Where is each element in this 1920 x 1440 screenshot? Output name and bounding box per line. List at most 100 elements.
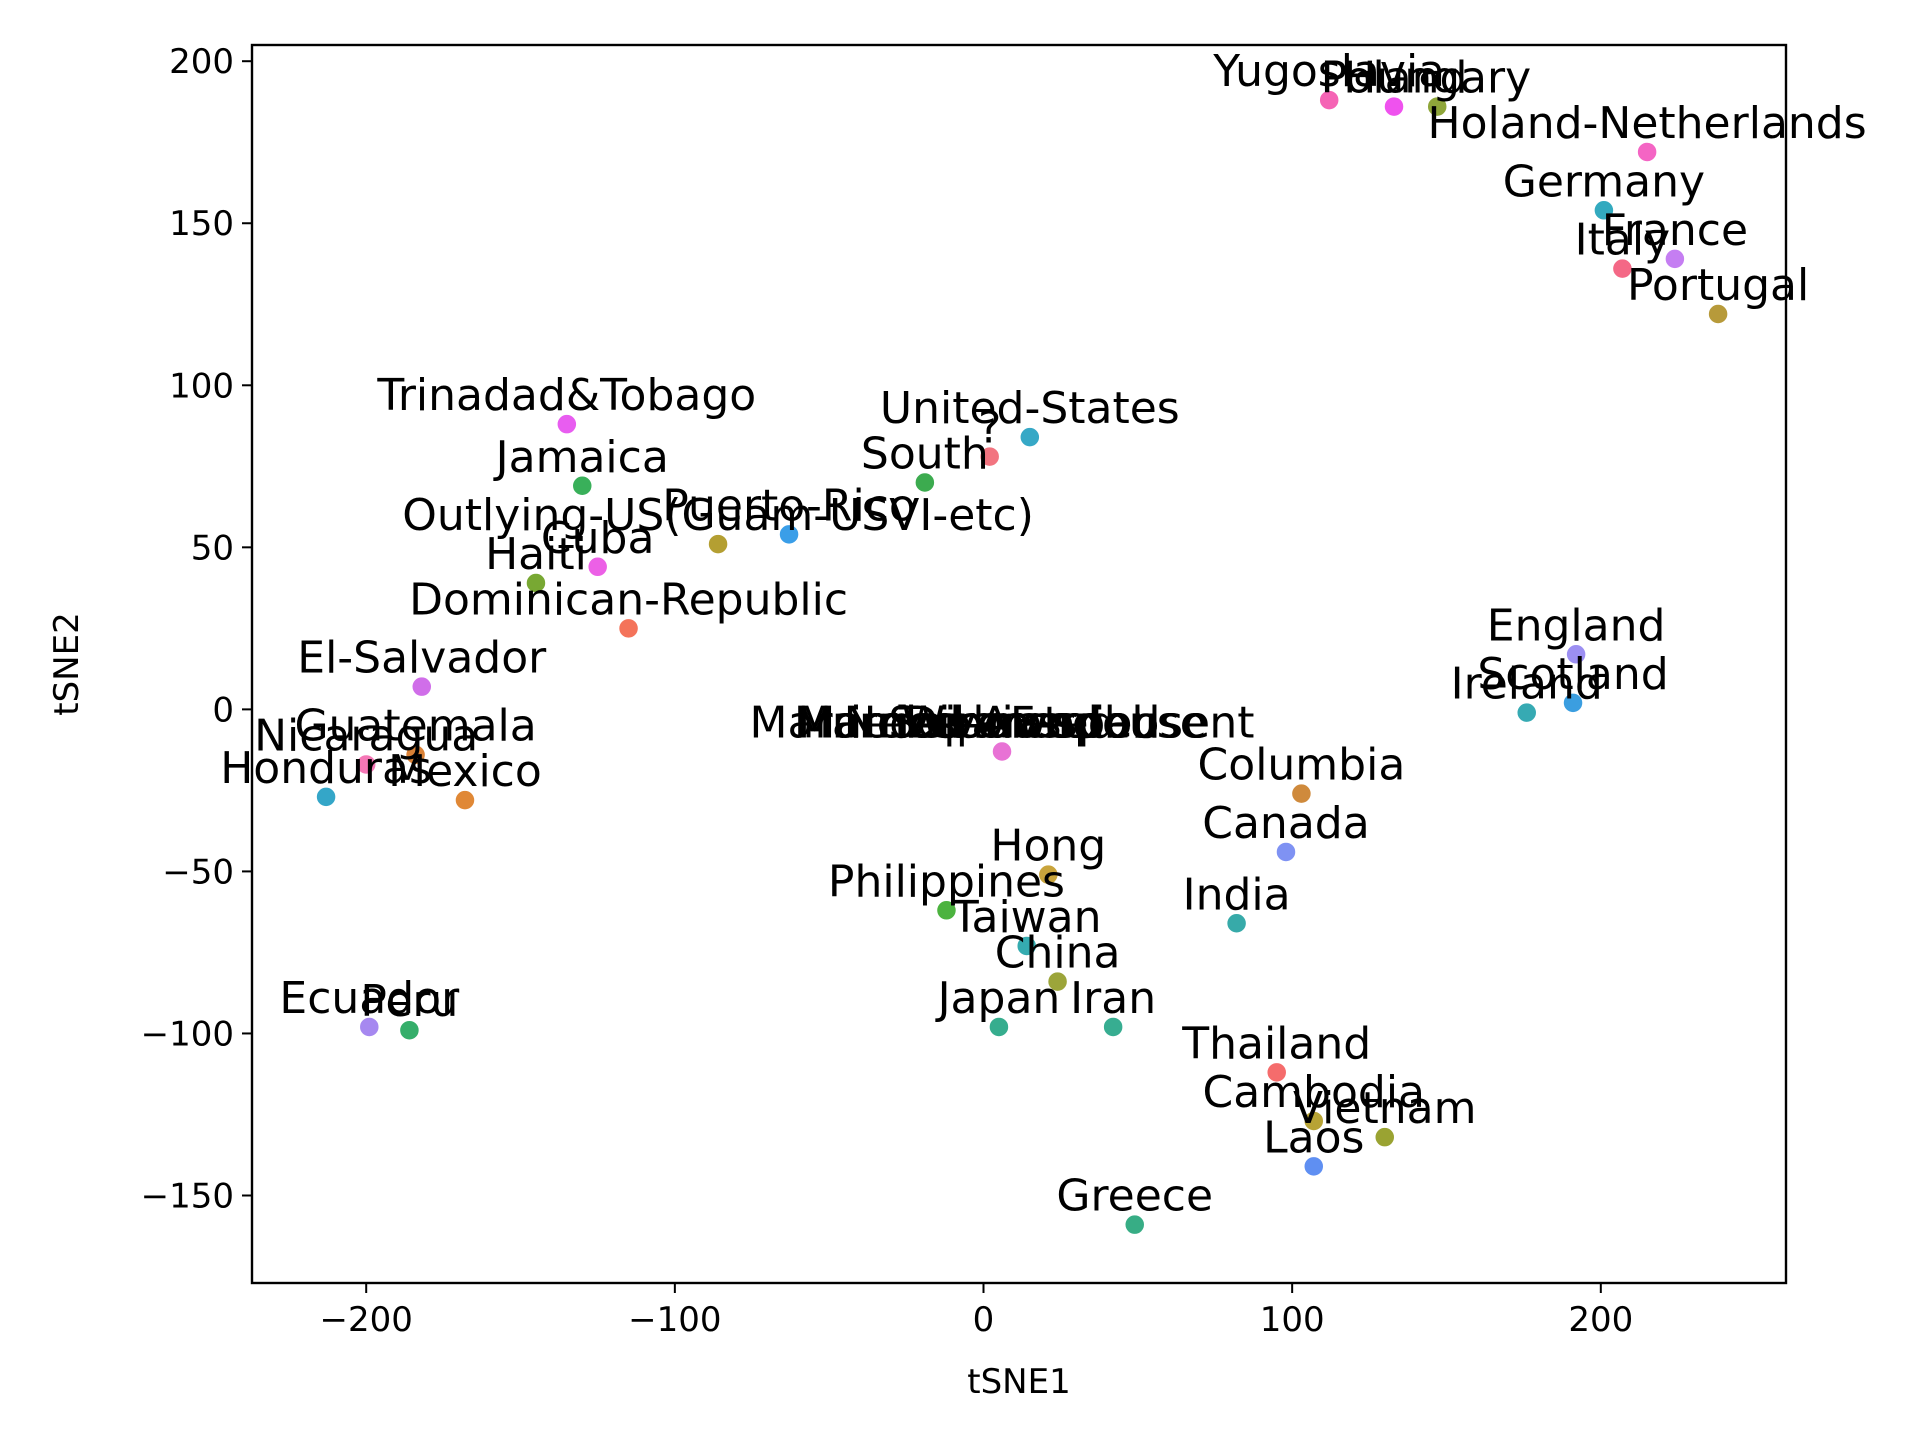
- data-point: [1015, 935, 1038, 957]
- data-point: [398, 1019, 421, 1041]
- point-label: Guatemala: [294, 701, 536, 752]
- y-tick-label: 0: [212, 690, 234, 730]
- data-point: [586, 556, 609, 578]
- point-label: El-Salvador: [297, 633, 547, 684]
- data-point: [1290, 782, 1313, 805]
- x-axis-ticks: −200 −100 0 100 200: [320, 1283, 1633, 1340]
- y-tick-label: −150: [141, 1176, 234, 1216]
- x-tick-label: 200: [1568, 1300, 1633, 1340]
- point-label: Divorced: [904, 698, 1099, 749]
- point-label: Ecuador: [279, 973, 460, 1024]
- data-point: [1664, 248, 1686, 270]
- point-label: Taiwan: [951, 892, 1102, 943]
- y-tick-label: 200: [169, 42, 234, 82]
- point-label: England: [1487, 600, 1666, 651]
- x-tick-label: −200: [320, 1300, 413, 1340]
- point-label: Columbia: [1198, 740, 1406, 791]
- point-label: France: [1602, 205, 1748, 256]
- x-tick-label: −100: [628, 1300, 721, 1340]
- data-point: [1019, 426, 1041, 448]
- point-label: Nicaragua: [254, 710, 478, 761]
- point-label: Mexico: [388, 746, 542, 797]
- data-point: [1303, 1155, 1325, 1178]
- data-point: [1037, 863, 1060, 886]
- data-point: [1374, 1126, 1396, 1148]
- point-label: Holand-Netherlands: [1428, 98, 1867, 149]
- data-point: [988, 1016, 1010, 1038]
- point-label: Ireland: [1451, 659, 1603, 710]
- data-point: [1515, 701, 1538, 724]
- data-point: [1303, 1110, 1325, 1132]
- data-point: [935, 899, 958, 922]
- point-label: Never-married: [844, 698, 1161, 749]
- data-point: [1275, 841, 1297, 863]
- point-label: Hong: [990, 821, 1106, 872]
- data-point: [571, 475, 594, 497]
- data-point: [778, 523, 800, 546]
- point-label: Canada: [1202, 798, 1369, 849]
- data-point: [914, 471, 936, 494]
- point-label: Dominican-Republic: [409, 574, 848, 625]
- point-label: Philippines: [828, 856, 1065, 907]
- x-tick-label: 100: [1260, 1300, 1325, 1340]
- x-tick-label: 0: [973, 1300, 995, 1340]
- point-label: Married-civ-spouse: [794, 698, 1210, 749]
- data-point: [1593, 199, 1615, 222]
- point-label: Cuba: [541, 513, 655, 564]
- point-label: United-States: [880, 383, 1180, 434]
- data-point: [978, 445, 1001, 468]
- point-label: India: [1183, 869, 1291, 920]
- point-label: Japan: [935, 973, 1061, 1024]
- data-point: [1318, 89, 1340, 111]
- point-label: Scotland: [1477, 649, 1668, 700]
- data-point: [1046, 970, 1069, 993]
- data-point: [1265, 1061, 1288, 1084]
- data-point: [1123, 1213, 1146, 1236]
- point-label: Married-spouse-absent: [750, 698, 1255, 749]
- data-point: [1562, 692, 1584, 714]
- data-point: [1102, 1016, 1124, 1038]
- point-label: Laos: [1263, 1112, 1364, 1163]
- data-point: [355, 753, 377, 776]
- data-point: [404, 743, 427, 766]
- data-point: [1611, 257, 1634, 280]
- y-tick-label: −100: [141, 1014, 234, 1054]
- point-label: Haiti: [485, 529, 587, 580]
- point-label: Peru: [360, 976, 458, 1027]
- point-label: Cambodia: [1203, 1067, 1426, 1118]
- data-point: [991, 740, 1013, 763]
- data-point: [454, 789, 476, 811]
- data-point: [411, 675, 433, 698]
- data-point: [1225, 912, 1248, 935]
- y-tick-label: 150: [169, 204, 234, 244]
- plot-frame: [250, 43, 1788, 1285]
- y-tick-label: 50: [191, 528, 234, 568]
- point-label: Jamaica: [493, 432, 669, 483]
- y-tick-label: −50: [162, 852, 234, 892]
- point-label: Iran: [1070, 973, 1156, 1024]
- data-point: [1565, 643, 1587, 666]
- y-axis-ticks: −150 −100 −50 0 50 100 150 200: [141, 42, 252, 1216]
- point-label: Married-AF-spouse: [797, 698, 1206, 749]
- data-point: [358, 1016, 381, 1038]
- point-label: Outlying-US(Guam-USVI-etc): [402, 490, 1034, 541]
- data-point: [1426, 95, 1448, 118]
- point-label: Honduras: [220, 743, 432, 794]
- data-point: [525, 572, 547, 594]
- point-label: Separated: [888, 698, 1115, 749]
- y-tick-label: 100: [169, 366, 234, 406]
- point-label: Vietnam: [1293, 1083, 1476, 1134]
- data-point: [556, 413, 578, 435]
- point-label: Poland: [1321, 53, 1468, 104]
- point-label: Italy: [1575, 215, 1670, 266]
- points-layer: [315, 89, 1729, 1236]
- point-label: Thailand: [1181, 1018, 1371, 1069]
- point-label: Widowed: [902, 698, 1103, 749]
- data-point: [707, 533, 729, 555]
- y-axis-label: tSNE2: [47, 612, 87, 715]
- point-label: Yugoslavia: [1212, 46, 1445, 97]
- point-label: Trinadad&Tobago: [376, 370, 756, 421]
- point-label: South: [861, 429, 989, 480]
- point-label: Puerto-Rico: [662, 480, 916, 531]
